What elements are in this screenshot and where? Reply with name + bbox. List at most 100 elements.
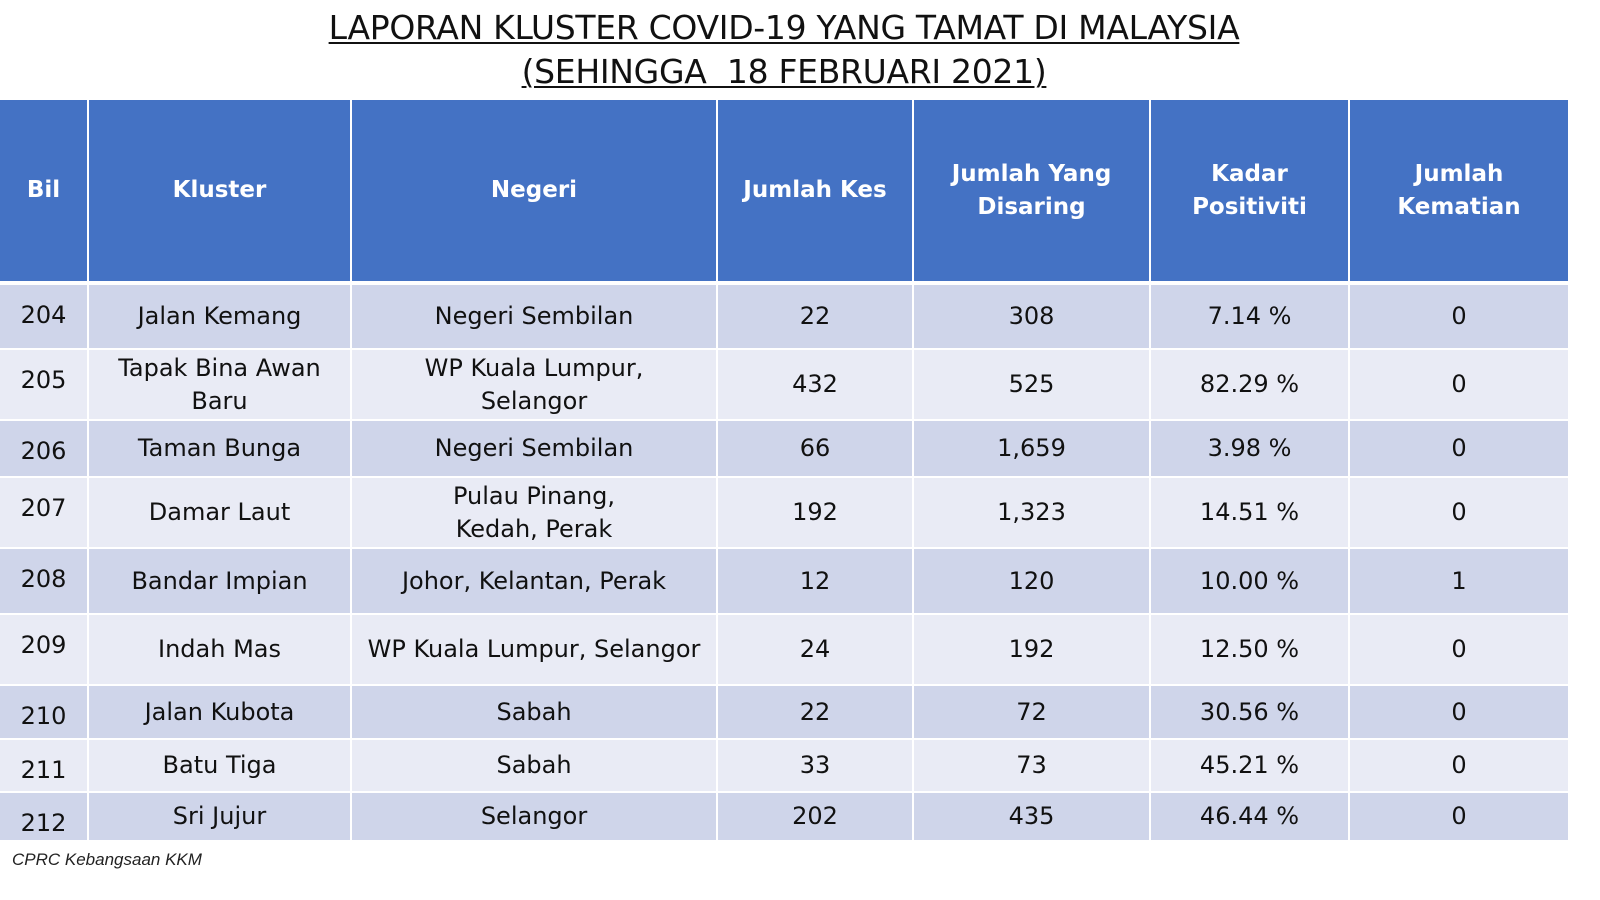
cell-kadar-positiviti: 14.51 % [1150, 477, 1350, 549]
cell-kluster: Sri Jujur [88, 792, 352, 842]
cell-negeri-line-1: Sabah [496, 751, 572, 779]
cell-negeri-line-1: Johor, Kelantan, Perak [401, 566, 667, 595]
table-row: 207 Damar Laut Pulau Pinang, Kedah, Perak 19… [0, 477, 1568, 549]
cluster-table: Bil Kluster Negeri Jumlah Kes Jumlah Yan… [0, 100, 1568, 842]
header-jumlah-disaring-line-2: Disaring [977, 193, 1086, 220]
table-header-row: Bil Kluster Negeri Jumlah Kes Jumlah Yan… [0, 100, 1568, 285]
cell-kluster: Batu Tiga [88, 739, 352, 793]
cell-negeri-line-1: WP Kuala Lumpur, [424, 353, 644, 382]
cell-kadar-positiviti: 3.98 % [1150, 420, 1350, 478]
table-row: 205 Tapak Bina Awan Baru WP Kuala Lumpur, S… [0, 349, 1568, 421]
cell-jumlah-disaring: 1,659 [913, 420, 1151, 478]
cell-bil: 205 [0, 349, 89, 421]
cell-bil: 209 [0, 614, 89, 686]
cell-negeri-line-1: Selangor [480, 802, 588, 830]
header-kluster: Kluster [88, 100, 352, 285]
header-kadar-positiviti: Kadar Positiviti [1150, 100, 1350, 285]
header-jumlah-kes: Jumlah Kes [717, 100, 914, 285]
cell-jumlah-kematian: 0 [1349, 420, 1568, 478]
cell-bil: 206 [0, 420, 89, 478]
cell-jumlah-kematian: 1 [1349, 548, 1568, 615]
cell-jumlah-kes: 22 [717, 685, 914, 740]
cell-negeri-line-2: Kedah, Perak [455, 514, 613, 543]
cell-bil: 210 [0, 685, 89, 740]
cell-negeri: Johor, Kelantan, Perak [351, 548, 718, 615]
cell-negeri: Negeri Sembilan [351, 420, 718, 478]
cell-kadar-positiviti: 82.29 % [1150, 349, 1350, 421]
cell-kluster: Jalan Kemang [88, 283, 352, 350]
cell-kluster: Jalan Kubota [88, 685, 352, 740]
cell-kluster: Damar Laut [88, 477, 352, 549]
cell-negeri: Pulau Pinang, Kedah, Perak [351, 477, 718, 549]
cell-jumlah-kematian: 0 [1349, 685, 1568, 740]
cell-negeri-line-1: Pulau Pinang, [452, 481, 616, 510]
cell-bil: 204 [0, 283, 89, 350]
report-title-line-1: LAPORAN KLUSTER COVID-19 YANG TAMAT DI M… [328, 8, 1240, 47]
header-bil: Bil [0, 100, 89, 285]
header-negeri: Negeri [351, 100, 718, 285]
cell-kluster: Taman Bunga [88, 420, 352, 478]
cell-jumlah-kes: 22 [717, 283, 914, 350]
cell-negeri: Sabah [351, 739, 718, 793]
report-title: LAPORAN KLUSTER COVID-19 YANG TAMAT DI M… [0, 6, 1568, 94]
cell-jumlah-kes: 202 [717, 792, 914, 842]
cell-kadar-positiviti: 30.56 % [1150, 685, 1350, 740]
table-row: 204 Jalan Kemang Negeri Sembilan 22 308 7.14 … [0, 283, 1568, 350]
cell-jumlah-kes: 66 [717, 420, 914, 478]
cell-bil: 212 [0, 792, 89, 842]
source-footer: CPRC Kebangsaan KKM [12, 850, 202, 869]
cell-jumlah-kes: 33 [717, 739, 914, 793]
cell-kadar-positiviti: 10.00 % [1150, 548, 1350, 615]
cell-jumlah-kematian: 0 [1349, 614, 1568, 686]
cell-jumlah-disaring: 73 [913, 739, 1151, 793]
cell-kadar-positiviti: 12.50 % [1150, 614, 1350, 686]
cell-kluster: Bandar Impian [88, 548, 352, 615]
cell-jumlah-disaring: 120 [913, 548, 1151, 615]
cell-jumlah-kes: 24 [717, 614, 914, 686]
cell-negeri-line-1: WP Kuala Lumpur, Selangor [367, 635, 701, 663]
cell-negeri-line-1: Negeri Sembilan [434, 434, 634, 462]
cell-jumlah-kematian: 0 [1349, 739, 1568, 793]
cell-jumlah-disaring: 525 [913, 349, 1151, 421]
cell-negeri: WP Kuala Lumpur, Selangor [351, 349, 718, 421]
cell-negeri-line-1: Negeri Sembilan [434, 302, 634, 330]
cell-negeri: Sabah [351, 685, 718, 740]
cell-jumlah-kes: 192 [717, 477, 914, 549]
cell-negeri-line-1: Sabah [496, 697, 572, 726]
cell-negeri: Negeri Sembilan [351, 283, 718, 350]
cell-jumlah-kes: 12 [717, 548, 914, 615]
cell-kadar-positiviti: 45.21 % [1150, 739, 1350, 793]
cell-bil: 208 [0, 548, 89, 615]
table-row: 209 Indah Mas WP Kuala Lumpur, Selangor 24 1… [0, 614, 1568, 686]
table-row: 208 Bandar Impian Johor, Kelantan, Perak 12… [0, 548, 1568, 615]
cell-kluster: Tapak Bina Awan Baru [88, 349, 352, 421]
table-row: 212 Sri Jujur Selangor 202 435 46.44 % 0 [0, 792, 1568, 842]
cell-jumlah-disaring: 192 [913, 614, 1151, 686]
table-row: 206 Taman Bunga Negeri Sembilan 66 1,659 3.98… [0, 420, 1568, 478]
cell-jumlah-disaring: 1,323 [913, 477, 1151, 549]
table-row: 210 Jalan Kubota Sabah 22 72 30.56 % 0 [0, 685, 1568, 740]
cell-negeri: WP Kuala Lumpur, Selangor [351, 614, 718, 686]
header-jumlah-disaring-line-1: Jumlah Yang [951, 160, 1112, 187]
cell-jumlah-kematian: 0 [1349, 349, 1568, 421]
cell-kadar-positiviti: 7.14 % [1150, 283, 1350, 350]
cell-negeri: Selangor [351, 792, 718, 842]
cell-kadar-positiviti: 46.44 % [1150, 792, 1350, 842]
cell-jumlah-kes: 432 [717, 349, 914, 421]
cell-jumlah-kematian: 0 [1349, 283, 1568, 350]
cell-jumlah-kematian: 0 [1349, 792, 1568, 842]
report-title-line-2: (SEHINGGA 18 FEBRUARI 2021) [521, 52, 1047, 91]
cell-jumlah-disaring: 435 [913, 792, 1151, 842]
cell-bil: 207 [0, 477, 89, 549]
cell-kluster: Indah Mas [88, 614, 352, 686]
cell-bil: 211 [0, 739, 89, 793]
cluster-table-container: Bil Kluster Negeri Jumlah Kes Jumlah Yan… [0, 100, 1568, 842]
cell-jumlah-kematian: 0 [1349, 477, 1568, 549]
header-jumlah-disaring: Jumlah Yang Disaring [913, 100, 1151, 285]
header-jumlah-kematian: Jumlah Kematian [1349, 100, 1568, 285]
cell-jumlah-disaring: 72 [913, 685, 1151, 740]
cell-jumlah-disaring: 308 [913, 283, 1151, 350]
cell-negeri-line-2: Selangor [480, 386, 588, 415]
table-row: 211 Batu Tiga Sabah 33 73 45.21 % 0 [0, 739, 1568, 793]
table-body: 204 Jalan Kemang Negeri Sembilan 22 308 7.14 … [0, 283, 1568, 842]
